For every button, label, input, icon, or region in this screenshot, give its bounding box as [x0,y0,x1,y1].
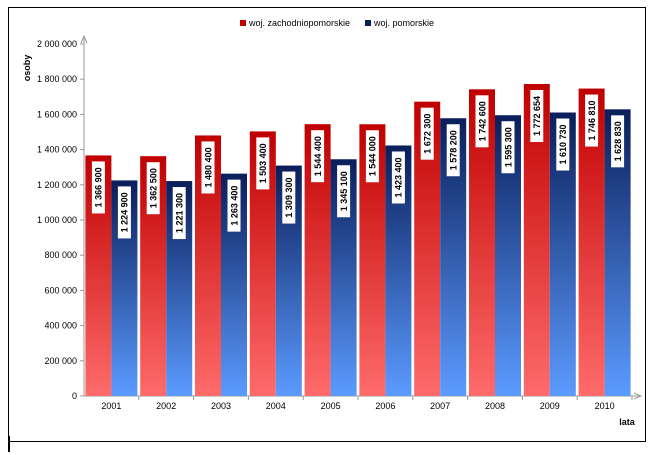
y-axis-title: osoby [22,55,32,82]
data-label: 1 672 300 [420,107,434,160]
data-label-text: 1 578 200 [449,130,459,170]
data-label: 1 544 000 [365,130,379,183]
data-label-box [201,141,215,194]
data-label: 1 366 900 [91,161,105,214]
y-tick-label: 1 400 000 [37,145,77,155]
data-label-box [530,90,544,143]
data-label: 1 221 300 [172,187,186,240]
x-axis-arrow [633,392,643,400]
data-label: 1 263 400 [227,179,241,232]
x-tick-label: 2003 [211,401,231,411]
data-label-text: 1 503 400 [258,143,268,183]
x-tick-label: 2010 [595,401,615,411]
legend-swatch [365,20,371,26]
data-label-text: 1 595 300 [503,127,513,167]
x-tick-label: 2002 [156,401,176,411]
data-label-text: 1 742 600 [477,101,487,141]
y-tick-label: 800 000 [44,250,77,260]
data-label-box [611,115,625,168]
data-label-box [172,187,186,240]
y-tick-label: 1 800 000 [37,74,77,84]
data-label-text: 1 263 400 [229,186,239,226]
data-label-text: 1 224 900 [120,192,130,232]
x-axis-title: lata [619,417,636,427]
data-label-box [420,107,434,160]
x-tick-label: 2006 [375,401,395,411]
data-label: 1 345 100 [337,165,351,218]
y-tick-label: 600 000 [44,285,77,295]
data-label-text: 1 628 830 [613,121,623,161]
data-label-text: 1 544 000 [368,136,378,176]
data-label: 1 595 300 [501,121,515,174]
data-label-box [556,118,570,171]
data-label-box [311,130,325,183]
data-label: 1 578 200 [446,124,460,177]
data-label-text: 1 221 300 [175,193,185,233]
data-label-box [391,151,405,204]
data-label-box [585,94,599,147]
y-tick-label: 400 000 [44,321,77,331]
data-label: 1 628 830 [611,115,625,168]
data-label-text: 1 309 300 [284,178,294,218]
x-tick-label: 2005 [321,401,341,411]
data-label-text: 1 366 900 [94,167,104,207]
legend-label: woj. pomorskie [373,18,434,28]
x-tick-label: 2001 [101,401,121,411]
data-label: 1 742 600 [475,95,489,148]
data-label: 1 772 654 [530,90,544,143]
data-label-box [146,162,160,215]
legend-swatch [240,20,246,26]
data-label-text: 1 672 300 [423,114,433,154]
data-label-text: 1 345 100 [339,171,349,211]
data-label-text: 1 772 654 [532,96,542,136]
data-label-box [365,130,379,183]
legend: woj. zachodniopomorskie woj. pomorskie [240,18,434,28]
data-label: 1 544 400 [311,130,325,183]
legend-label: woj. zachodniopomorskie [248,18,350,28]
data-label-box [282,171,296,224]
data-label-text: 1 544 400 [313,136,323,176]
x-tick-label: 2009 [540,401,560,411]
bars: 1 366 900 1 224 900 1 362 500 1 221 300 1 48… [85,84,631,397]
y-axis-arrow [80,34,88,44]
data-label-box [337,165,351,218]
data-label: 1 746 810 [585,94,599,147]
x-tick-label: 2008 [485,401,505,411]
data-label: 1 309 300 [282,171,296,224]
data-label: 1 423 400 [391,151,405,204]
data-label: 1 610 730 [556,118,570,171]
data-label-box [256,137,270,190]
y-axis: 0 200 000 400 000 600 000 800 000 1 000 000 1 … [37,34,88,401]
text-cursor [8,436,10,452]
y-tick-label: 0 [72,391,77,401]
y-tick-label: 1 600 000 [37,109,77,119]
y-tick-label: 200 000 [44,356,77,366]
data-label-text: 1 746 810 [587,101,597,141]
data-label: 1 503 400 [256,137,270,190]
x-tick-label: 2004 [266,401,286,411]
data-label: 1 224 900 [117,186,131,239]
data-label-box [117,186,131,239]
data-label-text: 1 423 400 [394,157,404,197]
data-label-text: 1 610 730 [558,124,568,164]
data-label-text: 1 480 400 [203,147,213,187]
y-tick-label: 2 000 000 [37,39,77,49]
data-label: 1 362 500 [146,162,160,215]
data-label-box [446,124,460,177]
data-label-box [227,179,241,232]
data-label-box [91,161,105,214]
y-tick-label: 1 000 000 [37,215,77,225]
data-label-box [501,121,515,174]
data-label: 1 480 400 [201,141,215,194]
data-label-text: 1 362 500 [149,168,159,208]
data-label-box [475,95,489,148]
y-tick-label: 1 200 000 [37,180,77,190]
x-tick-label: 2007 [430,401,450,411]
